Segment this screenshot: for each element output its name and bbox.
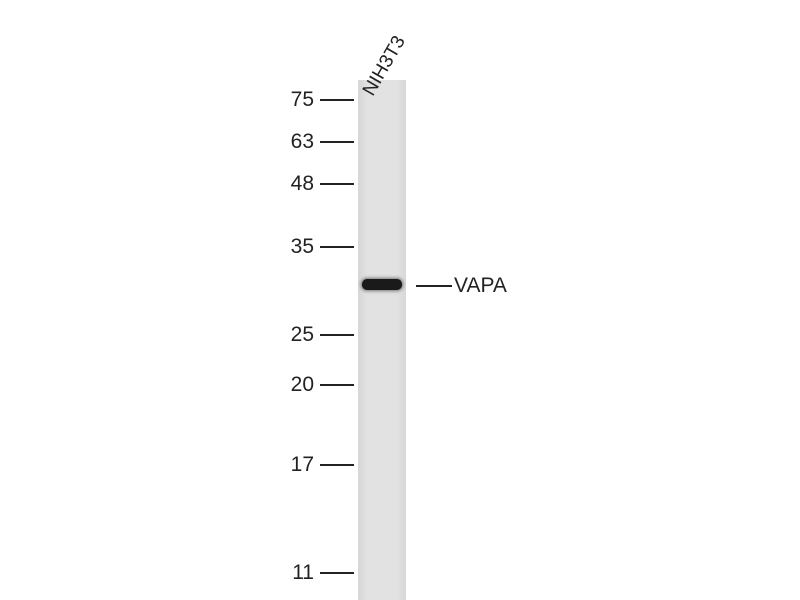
marker-label: 63 xyxy=(290,130,314,153)
blot-lane xyxy=(358,80,406,600)
marker-label: 35 xyxy=(290,235,314,258)
marker-tick xyxy=(320,141,354,143)
marker-label: 75 xyxy=(290,88,314,111)
marker-tick xyxy=(320,183,354,185)
marker-label: 20 xyxy=(290,373,314,396)
marker-tick xyxy=(320,464,354,466)
marker-tick xyxy=(320,246,354,248)
marker-25: 25 xyxy=(250,324,356,346)
marker-tick xyxy=(320,384,354,386)
marker-tick xyxy=(320,99,354,101)
target-label: VAPA xyxy=(454,274,507,297)
marker-20: 20 xyxy=(250,374,356,396)
marker-tick xyxy=(320,572,354,574)
marker-75: 75 xyxy=(250,89,356,111)
vapa-band xyxy=(362,279,402,290)
marker-label: 17 xyxy=(290,453,314,476)
marker-11: 11 xyxy=(250,562,356,584)
marker-label: 48 xyxy=(290,172,314,195)
marker-63: 63 xyxy=(250,131,356,153)
marker-tick xyxy=(320,334,354,336)
marker-label: 25 xyxy=(290,323,314,346)
marker-17: 17 xyxy=(250,454,356,476)
marker-label: 11 xyxy=(292,561,314,584)
target-tick xyxy=(416,285,452,287)
marker-48: 48 xyxy=(250,173,356,195)
marker-35: 35 xyxy=(250,236,356,258)
